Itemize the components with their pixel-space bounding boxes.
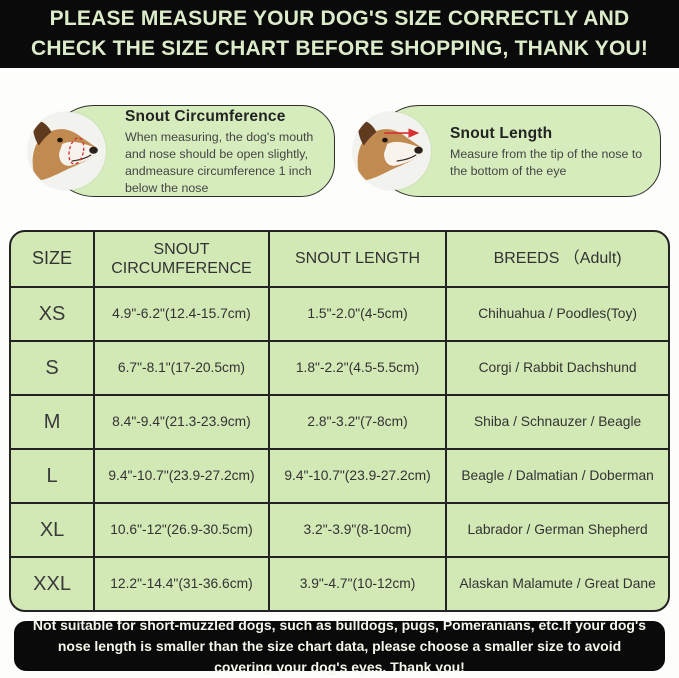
banner-line-2: CHECK THE SIZE CHART BEFORE SHOPPING, TH… [30,37,649,60]
dog-snout-length-photo [353,112,431,190]
table-row-xl: XL 10.6"-12"(26.9-30.5cm) 3.2"-3.9"(8-10… [11,502,668,556]
table-header-row: SIZE SNOUT CIRCUMFERENCE SNOUT LENGTH BR… [11,232,668,286]
circumference-value: 6.7"-8.1"(17-20.5cm) [95,342,270,394]
circumference-value: 10.6"-12"(26.9-30.5cm) [95,504,270,556]
dog-head-illustration [357,120,423,181]
header-snout-circumference: SNOUT CIRCUMFERENCE [95,232,270,286]
table-row-m: M 8.4"-9.4"(21.3-23.9cm) 2.8"-3.2"(7-8cm… [11,394,668,448]
card-body: When measuring, the dog's mouth and nose… [125,129,314,196]
size-value: XS [11,288,96,340]
table-row-s: S 6.7"-8.1"(17-20.5cm) 1.8"-2.2"(4.5-5.5… [11,340,668,394]
length-value: 1.8"-2.2"(4.5-5.5cm) [270,342,448,394]
breeds-value: Labrador / German Shepherd [467,521,648,537]
length-value: 3.2"-3.9"(8-10cm) [270,504,448,556]
header-breeds: BREEDS （Adult) [493,250,622,268]
warning-note: Not suitable for short-muzzled dogs, suc… [14,617,665,675]
table-row-xxl: XXL 12.2"-14.4"(31-36.6cm) 3.9"-4.7"(10-… [11,556,668,610]
size-value: XL [11,504,96,556]
size-chart-table: SIZE SNOUT CIRCUMFERENCE SNOUT LENGTH BR… [9,230,670,612]
length-value: 9.4"-10.7"(23.9-27.2cm) [270,450,448,502]
dog-snout-circumference-photo [28,112,106,190]
breeds-value: Beagle / Dalmatian / Doberman [461,467,654,483]
card-content: Snout Length Measure from the tip of the… [374,106,660,196]
breeds-value: Corgi / Rabbit Dachshund [478,359,637,375]
card-title: Snout Circumference [125,107,286,125]
breeds-value: Chihuahua / Poodles(Toy) [478,305,637,321]
circumference-value: 12.2"-14.4"(31-36.6cm) [95,558,270,610]
circumference-value: 9.4"-10.7"(23.9-27.2cm) [95,450,270,502]
breeds-value: Alaskan Malamute / Great Dane [459,575,656,591]
size-value: L [11,450,96,502]
circumference-value: 4.9"-6.2"(12.4-15.7cm) [95,288,270,340]
snout-circumference-card: Snout Circumference When measuring, the … [28,105,335,197]
warning-note-text: Not suitable for short-muzzled dogs, suc… [32,616,647,675]
length-value: 3.9"-4.7"(10-12cm) [270,558,448,610]
table-row-xs: XS 4.9"-6.2"(12.4-15.7cm) 1.5"-2.0"(4-5c… [11,286,668,340]
snout-length-card: Snout Length Measure from the tip of the… [353,105,661,197]
banner-line-1: PLEASE MEASURE YOUR DOG'S SIZE CORRECTLY… [49,7,630,31]
size-value: M [11,396,96,448]
measuring-cards: Snout Circumference When measuring, the … [0,105,679,197]
length-value: 1.5"-2.0"(4-5cm) [270,288,448,340]
circumference-value: 8.4"-9.4"(21.3-23.9cm) [95,396,270,448]
header-snout-length: SNOUT LENGTH [270,232,448,286]
card-content: Snout Circumference When measuring, the … [49,106,334,196]
top-banner: PLEASE MEASURE YOUR DOG'S SIZE CORRECTLY… [0,0,679,68]
dog-head-illustration [32,120,98,181]
card-title: Snout Length [450,124,553,142]
size-value: XXL [11,558,96,610]
header-size: SIZE [11,232,96,286]
card-body: Measure from the tip of the nose to the … [450,146,643,178]
table-row-l: L 9.4"-10.7"(23.9-27.2cm) 9.4"-10.7"(23.… [11,448,668,502]
length-value: 2.8"-3.2"(7-8cm) [270,396,448,448]
size-value: S [11,342,96,394]
breeds-value: Shiba / Schnauzer / Beagle [473,413,642,429]
